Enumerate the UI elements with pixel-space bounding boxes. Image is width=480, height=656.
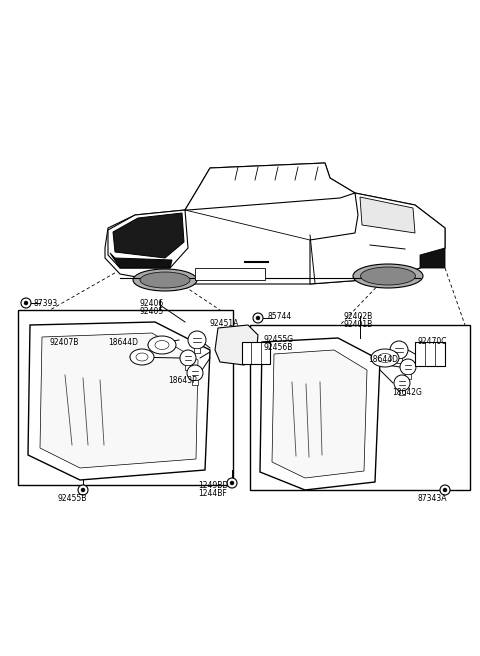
- Circle shape: [78, 485, 88, 495]
- Text: 87343A: 87343A: [418, 494, 447, 503]
- Bar: [194, 348, 200, 354]
- Polygon shape: [310, 193, 445, 284]
- Text: 92455B: 92455B: [58, 494, 87, 503]
- Bar: [192, 380, 198, 385]
- Polygon shape: [215, 325, 258, 365]
- Circle shape: [256, 316, 260, 320]
- Text: 92406: 92406: [140, 299, 164, 308]
- Text: 92405: 92405: [140, 307, 164, 316]
- Circle shape: [187, 365, 203, 381]
- Circle shape: [188, 331, 206, 349]
- Bar: [18, 310, 233, 485]
- Ellipse shape: [155, 340, 169, 350]
- Ellipse shape: [148, 336, 176, 354]
- Text: 92401B: 92401B: [343, 320, 372, 329]
- Bar: [396, 358, 402, 363]
- Text: 1249BD: 1249BD: [198, 481, 228, 490]
- Ellipse shape: [371, 349, 399, 367]
- Text: 92456B: 92456B: [263, 343, 292, 352]
- Polygon shape: [40, 333, 198, 468]
- Polygon shape: [108, 210, 188, 268]
- Circle shape: [227, 478, 237, 488]
- Polygon shape: [110, 253, 172, 268]
- Circle shape: [394, 375, 410, 391]
- Bar: [405, 374, 411, 379]
- Bar: [415, 342, 445, 366]
- Polygon shape: [185, 163, 355, 210]
- Bar: [195, 268, 265, 280]
- Ellipse shape: [353, 264, 423, 288]
- Text: 92470C: 92470C: [418, 337, 447, 346]
- Circle shape: [440, 485, 450, 495]
- Circle shape: [21, 298, 31, 308]
- Circle shape: [390, 341, 408, 359]
- Polygon shape: [105, 163, 445, 284]
- Bar: [242, 342, 270, 364]
- Text: 87393: 87393: [33, 299, 57, 308]
- Circle shape: [400, 359, 416, 375]
- Text: 92451A: 92451A: [210, 319, 240, 328]
- Ellipse shape: [133, 269, 197, 291]
- Text: 85744: 85744: [268, 312, 292, 321]
- Circle shape: [180, 350, 196, 366]
- Ellipse shape: [140, 272, 190, 288]
- Text: 92407B: 92407B: [50, 338, 79, 347]
- Ellipse shape: [130, 349, 154, 365]
- Text: 18644D: 18644D: [108, 338, 138, 347]
- Text: 92402B: 92402B: [343, 312, 372, 321]
- Text: 18642G: 18642G: [392, 388, 422, 397]
- Ellipse shape: [136, 353, 148, 361]
- Polygon shape: [272, 350, 367, 478]
- Text: 92455G: 92455G: [263, 335, 293, 344]
- Bar: [185, 365, 191, 370]
- Polygon shape: [113, 213, 184, 258]
- Circle shape: [81, 488, 85, 492]
- Text: 18644D: 18644D: [368, 355, 398, 364]
- Ellipse shape: [378, 354, 392, 363]
- Text: 1244BF: 1244BF: [198, 489, 227, 498]
- Ellipse shape: [360, 267, 416, 285]
- Polygon shape: [420, 248, 445, 268]
- Circle shape: [253, 313, 263, 323]
- Polygon shape: [260, 338, 380, 490]
- Bar: [250, 325, 470, 490]
- Circle shape: [230, 481, 234, 485]
- Bar: [399, 390, 405, 395]
- Polygon shape: [28, 322, 210, 480]
- Polygon shape: [360, 197, 415, 233]
- Text: 18643P: 18643P: [168, 376, 197, 385]
- Circle shape: [24, 301, 28, 305]
- Circle shape: [443, 488, 447, 492]
